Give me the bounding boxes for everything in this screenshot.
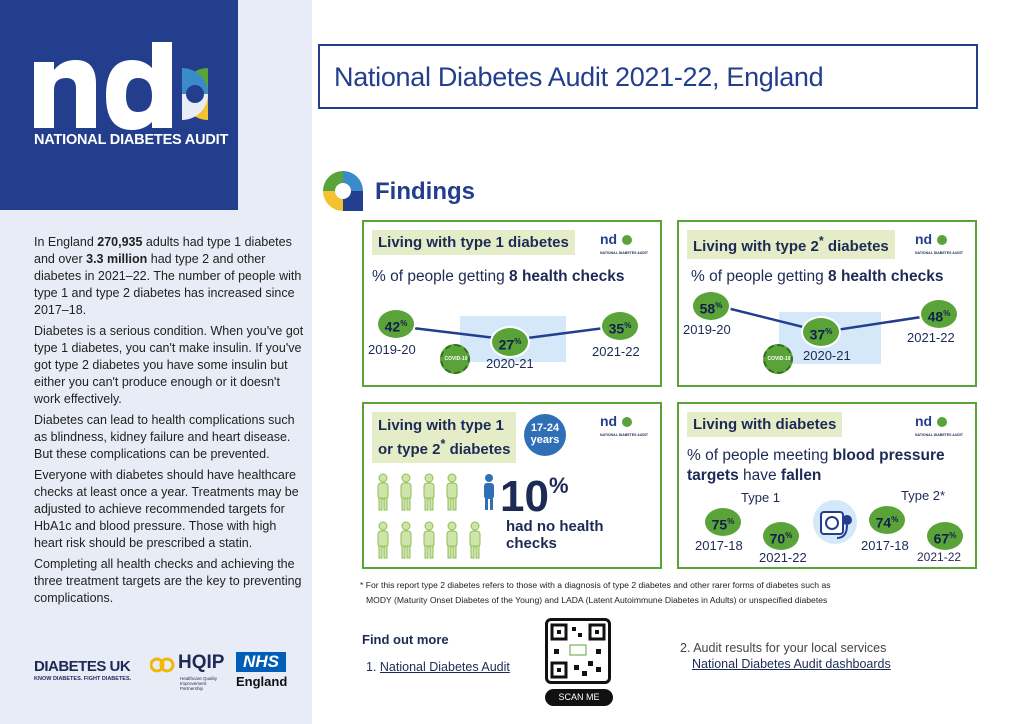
card-type2-checks: Living with type 2* diabetes nd NATIONAL… xyxy=(677,220,977,387)
type2-bubble-2020: 37% xyxy=(801,316,841,348)
svg-text:nd: nd xyxy=(915,414,932,428)
card-young-heading: Living with type 1 or type 2* diabetes xyxy=(372,412,517,463)
type2-year-2020: 2020-21 xyxy=(803,348,851,363)
page-title: National Diabetes Audit 2021-22, England xyxy=(334,62,824,92)
type2-bubble-2021: 48% xyxy=(919,298,959,330)
highlighted-person-icon xyxy=(484,474,494,510)
young-no-checks-percent: 10% xyxy=(500,472,569,521)
nda-mini-icon: nd xyxy=(600,231,633,247)
intro-p4: Everyone with diabetes should have healt… xyxy=(34,468,299,550)
svg-text:nd: nd xyxy=(600,414,617,428)
nda-mini-icon: nd xyxy=(600,413,633,429)
card-young-people: Living with type 1 or type 2* diabetes 1… xyxy=(362,402,662,569)
nda-mini-icon: nd xyxy=(915,231,948,247)
hqip-logo: HQIP xyxy=(178,652,225,673)
young-no-checks-caption: had no health checks xyxy=(506,518,604,552)
card-type1-subhead: % of people getting 8 health checks xyxy=(372,268,625,285)
nda-mini-icon: nd xyxy=(915,413,948,429)
title-box: National Diabetes Audit 2021-22, England xyxy=(318,44,978,109)
footnote: * For this report type 2 diabetes refers… xyxy=(360,580,831,605)
qr-code-icon xyxy=(550,623,606,679)
type1-year-2020: 2020-21 xyxy=(486,356,534,371)
bp-type2-year-2021: 2021-22 xyxy=(917,550,962,564)
bp-type1-bubble-2021: 70% xyxy=(761,520,801,552)
bp-type1-label: Type 1 xyxy=(741,490,781,505)
card-type2-subhead: % of people getting 8 health checks xyxy=(691,268,944,285)
scan-me-label: SCAN ME xyxy=(545,689,613,706)
mini-nda-logo: nd NATIONAL DIABETES AUDIT xyxy=(915,413,963,437)
intro-p1: In England 270,935 adults had type 1 dia… xyxy=(34,235,302,317)
link2-row: 2. Audit results for your local services… xyxy=(680,641,891,671)
nda-label: NATIONAL DIABETES AUDIT xyxy=(34,132,229,148)
card-type1-heading: Living with type 1 diabetes xyxy=(372,230,575,255)
type2-year-2019: 2019-20 xyxy=(683,322,731,337)
bp-type2-label: Type 2* xyxy=(901,488,946,503)
person-icon xyxy=(377,473,389,511)
diabetes-uk-tagline: KNOW DIABETES. FIGHT DIABETES. xyxy=(34,676,132,682)
card-bp-heading: Living with diabetes xyxy=(687,412,843,437)
type1-bubble-2021: 35% xyxy=(600,310,640,342)
partner-logos: DIABETES UK KNOW DIABETES. FIGHT DIABETE… xyxy=(34,652,294,692)
card-type1-checks: Living with type 1 diabetes nd NATIONAL … xyxy=(362,220,662,387)
card-blood-pressure: Living with diabetes nd NATIONAL DIABETE… xyxy=(677,402,977,569)
nhs-region: England xyxy=(236,674,288,689)
type1-bubble-2020: 27% xyxy=(490,326,530,358)
intro-p5: Completing all health checks and achievi… xyxy=(34,557,302,605)
nda-dashboards-link[interactable]: National Diabetes Audit dashboards xyxy=(692,657,891,671)
bp-type2-bubble-2017: 74% xyxy=(867,504,907,536)
card-type2-heading: Living with type 2* diabetes xyxy=(687,230,895,259)
hqip-mark-icon xyxy=(150,657,175,673)
logo-block: NATIONAL DIABETES AUDIT xyxy=(0,0,238,210)
hqip-tagline: Healthcare Quality Improvement Partnersh… xyxy=(180,676,218,691)
qr-code[interactable] xyxy=(545,618,611,684)
type1-year-2019: 2019-20 xyxy=(368,342,416,357)
bp-type1-bubble-2017: 75% xyxy=(703,506,743,538)
covid-icon: COVID-19 xyxy=(440,344,470,374)
age-badge: 17-24 years xyxy=(524,414,566,456)
find-out-more-heading: Find out more xyxy=(362,632,449,647)
type1-bubble-2019: 42% xyxy=(376,308,416,340)
link1-row: 1. National Diabetes Audit xyxy=(366,660,510,674)
intro-p2: Diabetes is a serious condition. When yo… xyxy=(34,324,304,406)
svg-text:nd: nd xyxy=(600,232,617,246)
mini-nda-logo: nd NATIONAL DIABETES AUDIT xyxy=(600,231,648,255)
card-bp-subhead: % of people meeting blood pressure targe… xyxy=(687,447,945,484)
intro-text: In England 270,935 adults had type 1 dia… xyxy=(34,234,306,611)
type2-bubble-2019: 58% xyxy=(691,290,731,322)
findings-quadrant-icon xyxy=(323,171,363,211)
nda-logo xyxy=(34,42,208,130)
type1-year-2021: 2021-22 xyxy=(592,344,640,359)
findings-title: Findings xyxy=(375,178,475,205)
intro-p3: Diabetes can lead to health complication… xyxy=(34,413,295,461)
bp-type1-year-2017: 2017-18 xyxy=(695,538,743,553)
diabetes-uk-logo: DIABETES UK xyxy=(34,658,131,675)
nhs-logo: NHS xyxy=(236,652,286,672)
svg-text:nd: nd xyxy=(915,232,932,246)
bp-type1-year-2021: 2021-22 xyxy=(759,550,807,565)
covid-icon: COVID-19 xyxy=(763,344,793,374)
nda-link[interactable]: National Diabetes Audit xyxy=(379,660,510,674)
mini-nda-logo: nd NATIONAL DIABETES AUDIT xyxy=(600,413,648,437)
mini-nda-logo: nd NATIONAL DIABETES AUDIT xyxy=(915,231,963,255)
bp-type2-year-2017: 2017-18 xyxy=(861,538,909,553)
type2-year-2021: 2021-22 xyxy=(907,330,955,345)
blood-pressure-monitor-icon xyxy=(813,500,857,544)
people-pictogram-icon xyxy=(377,473,494,559)
bp-type2-bubble-2021: 67% xyxy=(925,520,965,552)
